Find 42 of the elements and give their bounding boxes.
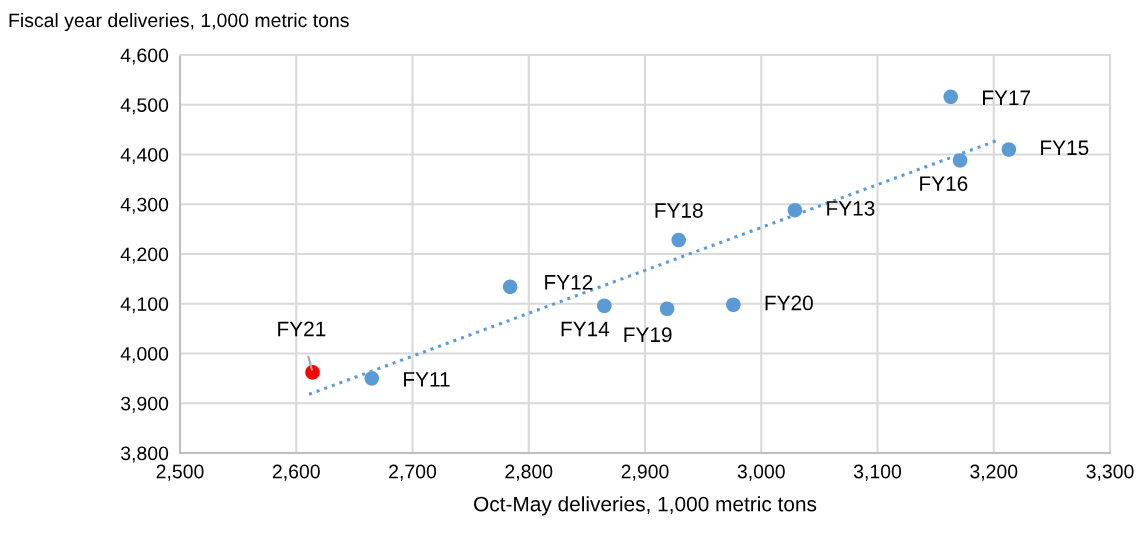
x-tick-label: 3,000 bbox=[737, 464, 785, 481]
annotation: FY18 bbox=[655, 203, 703, 218]
annotation: FY20 bbox=[765, 295, 813, 311]
annotation: FY11 bbox=[404, 372, 450, 387]
point bbox=[305, 365, 320, 380]
y-tick-label: 4,000 bbox=[120, 346, 169, 364]
annotation: FY13 bbox=[827, 201, 875, 216]
point bbox=[726, 297, 741, 313]
annotation: FY21 bbox=[278, 321, 326, 337]
y-tick-label: 4,100 bbox=[120, 297, 169, 314]
point bbox=[943, 89, 959, 105]
point bbox=[364, 371, 380, 386]
x-tick-label: 2,800 bbox=[505, 464, 553, 481]
point bbox=[597, 298, 612, 314]
point bbox=[502, 279, 518, 295]
x-tick-label: 2,500 bbox=[156, 464, 204, 481]
y-tick-label: 4,600 bbox=[120, 48, 169, 65]
y-tick-label: 4,200 bbox=[120, 247, 169, 264]
y-tick-label: 4,300 bbox=[120, 197, 169, 214]
annotation: FY12 bbox=[545, 274, 593, 290]
point bbox=[659, 301, 675, 317]
x-tick-label: 3,200 bbox=[970, 464, 1018, 481]
annotation: FY15 bbox=[1041, 140, 1089, 156]
annotation: FY14 bbox=[561, 321, 610, 337]
y-tick-label: 3,800 bbox=[120, 446, 169, 463]
annotation: FY19 bbox=[624, 327, 672, 343]
y-tick-label: 3,900 bbox=[120, 396, 169, 413]
y-tick-label: 4,400 bbox=[120, 147, 169, 165]
annotation: FY16 bbox=[920, 176, 968, 192]
x-tick-label: 2,700 bbox=[389, 464, 437, 481]
y-tick-label: 4,500 bbox=[120, 98, 169, 115]
point bbox=[787, 202, 803, 218]
point bbox=[952, 153, 968, 168]
x-tick-label: 2,900 bbox=[621, 464, 669, 481]
point bbox=[671, 232, 686, 248]
annotation: FY17 bbox=[983, 90, 1031, 105]
x-axis-title: Oct-May deliveries, 1,000 metric tons bbox=[474, 496, 817, 516]
point bbox=[1001, 142, 1017, 157]
x-tick-label: 3,300 bbox=[1086, 464, 1134, 481]
y-axis-title: Fiscal year deliveries, 1,000 metric tons bbox=[9, 12, 349, 32]
x-tick-label: 3,100 bbox=[853, 464, 902, 481]
x-tick-label: 2,600 bbox=[272, 464, 320, 481]
